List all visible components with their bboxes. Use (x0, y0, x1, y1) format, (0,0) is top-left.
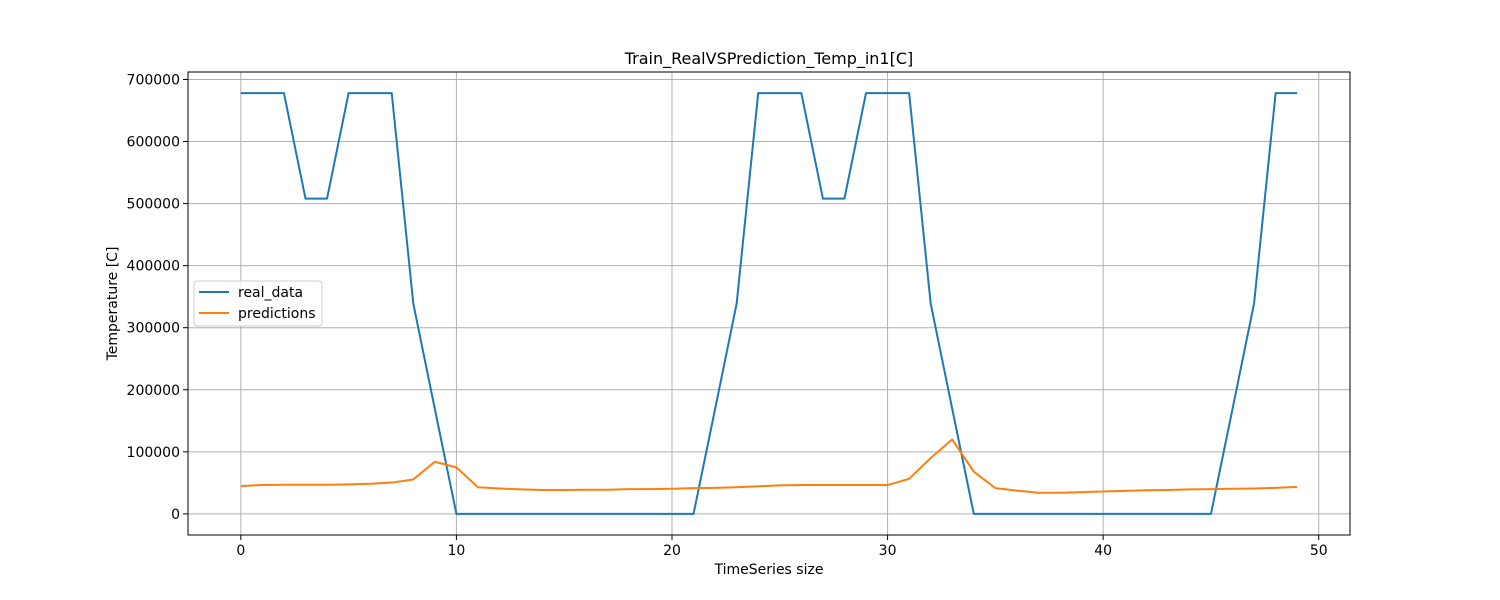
legend: real_data predictions (194, 281, 322, 326)
legend-label-real-data: real_data (238, 285, 303, 301)
x-tick-label: 50 (1310, 543, 1328, 559)
legend-label-predictions: predictions (238, 306, 316, 322)
y-tick-label: 400000 (127, 259, 180, 275)
x-tick-label: 10 (447, 543, 465, 559)
x-tick-label: 40 (1094, 543, 1112, 559)
y-tick-label: 500000 (127, 197, 180, 213)
x-axis-label: TimeSeries size (714, 562, 824, 578)
x-tick-label: 0 (236, 543, 245, 559)
y-tick-label: 0 (171, 507, 180, 523)
y-axis: 0 100000 200000 300000 400000 500000 600000 700… (127, 72, 188, 522)
chart-title: Train_RealVSPrediction_Temp_in1[C] (624, 49, 914, 69)
grid-layer (188, 72, 1350, 535)
y-axis-label: Temperature [C] (105, 247, 121, 362)
y-tick-label: 200000 (127, 383, 180, 399)
x-axis: 0 10 20 30 40 50 (236, 535, 1327, 559)
y-tick-label: 600000 (127, 135, 180, 151)
y-tick-label: 700000 (127, 72, 180, 88)
x-tick-label: 20 (663, 543, 681, 559)
series-layer (241, 93, 1297, 514)
x-tick-label: 30 (879, 543, 897, 559)
series-line-real-data (241, 93, 1297, 514)
y-tick-label: 300000 (127, 321, 180, 337)
series-line-predictions (241, 439, 1297, 492)
y-tick-label: 100000 (127, 445, 180, 461)
